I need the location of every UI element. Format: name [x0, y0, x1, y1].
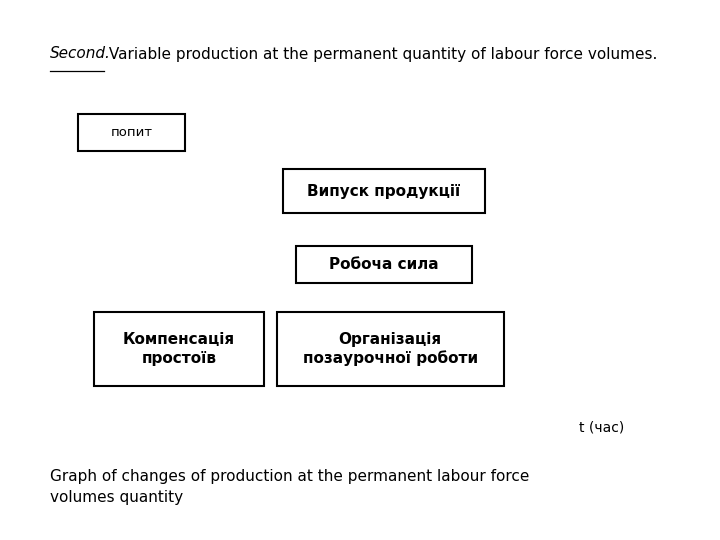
Text: Організація
позаурочної роботи: Організація позаурочної роботи: [302, 332, 477, 366]
FancyBboxPatch shape: [283, 169, 485, 213]
Text: Second.: Second.: [50, 46, 112, 62]
Text: t (час): t (час): [579, 420, 624, 434]
Text: Компенсація
простоїв: Компенсація простоїв: [123, 332, 235, 366]
FancyBboxPatch shape: [488, 402, 674, 450]
Text: попит: попит: [111, 126, 153, 139]
FancyBboxPatch shape: [276, 312, 503, 386]
Text: Робоча сила: Робоча сила: [329, 257, 438, 272]
FancyBboxPatch shape: [94, 312, 264, 386]
FancyBboxPatch shape: [69, 174, 105, 285]
Text: Graph of changes of production at the permanent labour force
volumes quantity: Graph of changes of production at the pe…: [50, 469, 530, 505]
FancyBboxPatch shape: [78, 114, 186, 151]
Text: Випуск продукції: Випуск продукції: [307, 184, 461, 199]
FancyBboxPatch shape: [296, 246, 472, 283]
Text: Variable production at the permanent quantity of labour force volumes.: Variable production at the permanent qua…: [104, 46, 658, 62]
